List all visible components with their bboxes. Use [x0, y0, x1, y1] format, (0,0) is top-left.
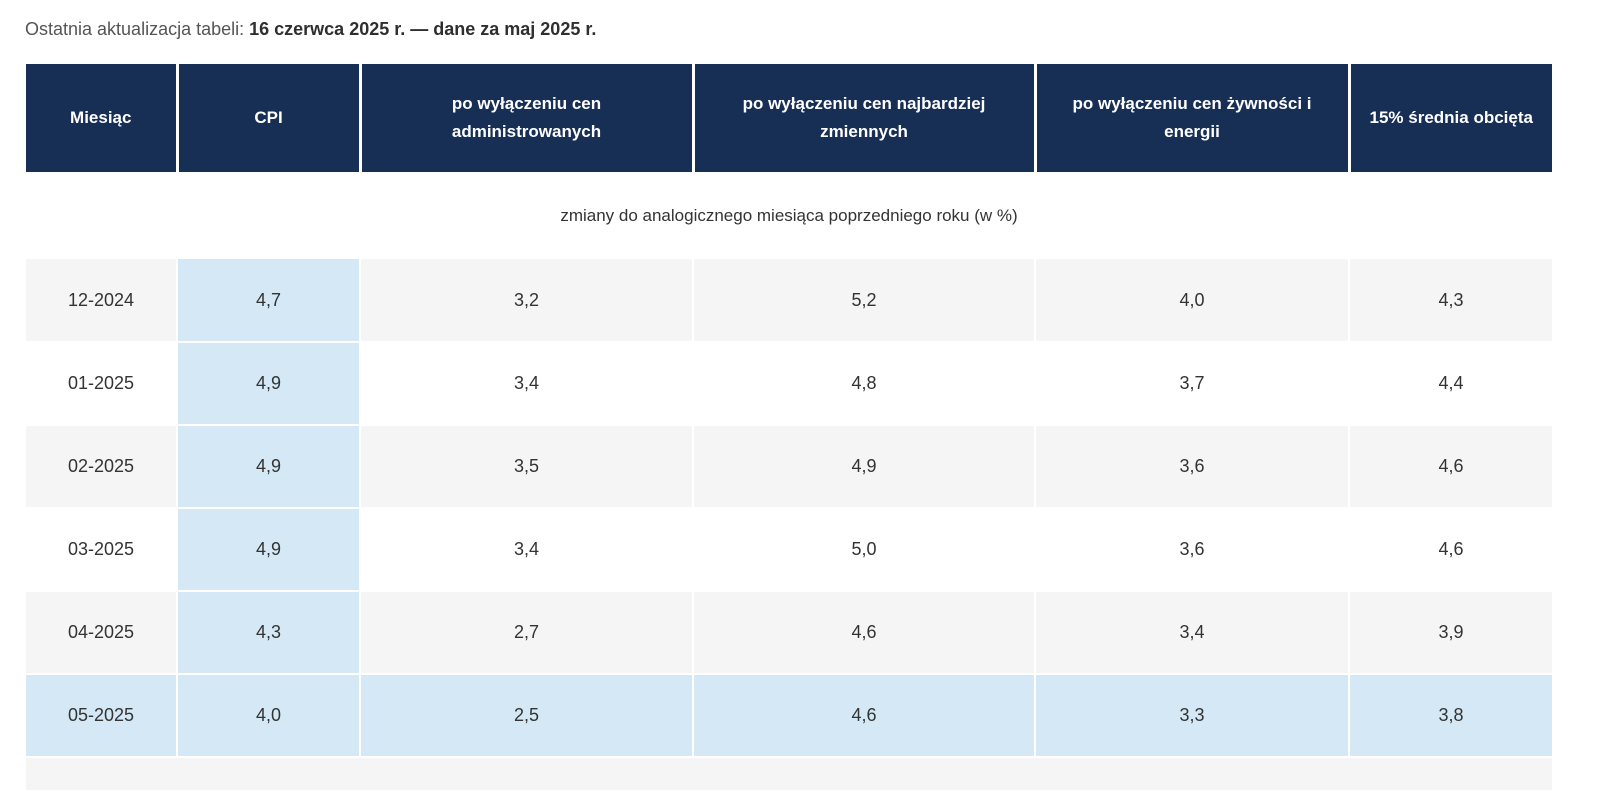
table-row: 12-2024 4,7 3,2 5,2 4,0 4,3 — [26, 259, 1552, 343]
cell-trimmed-mean: 4,4 — [1348, 342, 1552, 426]
header-trimmed-mean: 15% średnia obcięta — [1347, 64, 1552, 172]
cell-month: 12-2024 — [26, 259, 177, 343]
cell-excl-most-volatile: 4,6 — [692, 591, 1035, 675]
cell-trimmed-mean: 4,6 — [1348, 508, 1552, 592]
cell-trimmed-mean: 3,9 — [1348, 591, 1552, 675]
header-month: Miesiąc — [26, 64, 177, 172]
cell-cpi: 4,9 — [176, 508, 360, 592]
cell-cpi: 4,7 — [176, 259, 360, 343]
cell-excl-administered: 3,2 — [359, 259, 693, 343]
table-row-partial — [26, 757, 1552, 790]
cell-excl-food-energy: 3,6 — [1034, 508, 1349, 592]
cell-trimmed-mean: 4,3 — [1348, 259, 1552, 343]
cell-excl-administered: 3,5 — [359, 425, 693, 509]
last-update-value: 16 czerwca 2025 r. — dane za maj 2025 r. — [249, 19, 597, 39]
table-row: 02-2025 4,9 3,5 4,9 3,6 4,6 — [26, 425, 1552, 509]
table-caption-row: zmiany do analogicznego miesiąca poprzed… — [26, 172, 1552, 259]
last-update-note: Ostatnia aktualizacja tabeli: 16 czerwca… — [25, 16, 596, 42]
table-row: 04-2025 4,3 2,7 4,6 3,4 3,9 — [26, 591, 1552, 675]
last-update-label: Ostatnia aktualizacja tabeli: — [25, 19, 250, 39]
table-header-row: Miesiąc CPI po wyłączeniu cen administro… — [26, 64, 1552, 172]
header-excl-food-energy: po wyłączeniu cen żywności i energii — [1033, 64, 1349, 172]
partial-row-cell — [26, 757, 1552, 790]
cell-excl-most-volatile: 4,6 — [692, 674, 1035, 758]
header-excl-administered: po wyłączeniu cen administrowanych — [358, 64, 693, 172]
cell-excl-administered: 2,7 — [359, 591, 693, 675]
cell-month: 02-2025 — [26, 425, 177, 509]
cell-excl-most-volatile: 4,8 — [692, 342, 1035, 426]
header-excl-most-volatile: po wyłączeniu cen najbardziej zmiennych — [691, 64, 1035, 172]
cell-cpi: 4,0 — [176, 674, 360, 758]
cell-cpi: 4,9 — [176, 342, 360, 426]
cell-excl-food-energy: 3,7 — [1034, 342, 1349, 426]
cell-cpi: 4,3 — [176, 591, 360, 675]
table-row: 03-2025 4,9 3,4 5,0 3,6 4,6 — [26, 508, 1552, 592]
table-row: 01-2025 4,9 3,4 4,8 3,7 4,4 — [26, 342, 1552, 426]
table-caption: zmiany do analogicznego miesiąca poprzed… — [26, 172, 1552, 259]
cell-cpi: 4,9 — [176, 425, 360, 509]
cell-excl-food-energy: 4,0 — [1034, 259, 1349, 343]
cell-month: 01-2025 — [26, 342, 177, 426]
header-cpi: CPI — [175, 64, 360, 172]
cell-month: 04-2025 — [26, 591, 177, 675]
cell-excl-administered: 3,4 — [359, 342, 693, 426]
cell-excl-most-volatile: 4,9 — [692, 425, 1035, 509]
cell-excl-food-energy: 3,4 — [1034, 591, 1349, 675]
cell-trimmed-mean: 4,6 — [1348, 425, 1552, 509]
cell-excl-administered: 3,4 — [359, 508, 693, 592]
cell-excl-food-energy: 3,3 — [1034, 674, 1349, 758]
cell-month: 05-2025 — [26, 674, 177, 758]
cell-trimmed-mean: 3,8 — [1348, 674, 1552, 758]
table-row-latest: 05-2025 4,0 2,5 4,6 3,3 3,8 — [26, 674, 1552, 758]
cell-month: 03-2025 — [26, 508, 177, 592]
cell-excl-food-energy: 3,6 — [1034, 425, 1349, 509]
cell-excl-administered: 2,5 — [359, 674, 693, 758]
cell-excl-most-volatile: 5,0 — [692, 508, 1035, 592]
cell-excl-most-volatile: 5,2 — [692, 259, 1035, 343]
core-inflation-table: Miesiąc CPI po wyłączeniu cen administro… — [26, 64, 1552, 790]
